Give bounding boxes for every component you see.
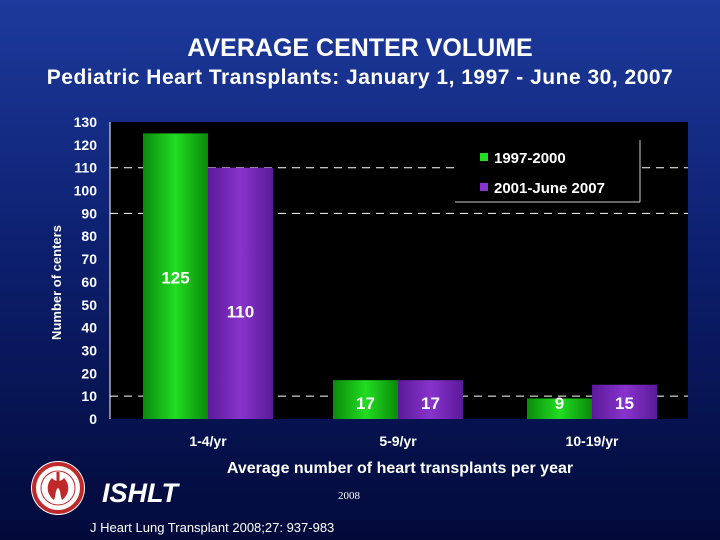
x-tick-label: 10-19/yr (566, 433, 619, 449)
bar (143, 133, 208, 419)
y-tick-label: 30 (81, 342, 97, 358)
y-tick-label: 130 (74, 114, 98, 130)
data-label: 17 (356, 394, 375, 413)
data-label: 9 (555, 394, 564, 413)
data-label: 110 (227, 303, 254, 322)
ishlt-label: ISHLT (102, 478, 178, 508)
y-tick-label: 50 (81, 297, 97, 313)
data-label: 15 (615, 394, 634, 413)
data-label: 17 (421, 394, 440, 413)
legend-swatch (480, 183, 488, 191)
x-tick-label: 1-4/yr (189, 433, 227, 449)
y-tick-label: 10 (81, 388, 97, 404)
y-axis-title: Number of centers (49, 225, 64, 340)
y-tick-label: 120 (74, 137, 98, 153)
y-tick-label: 100 (74, 183, 98, 199)
y-tick-label: 80 (81, 228, 97, 244)
y-tick-label: 110 (74, 160, 97, 176)
x-tick-label: 5-9/yr (379, 433, 417, 449)
y-tick-label: 60 (81, 274, 97, 290)
year-label: 2008 (338, 490, 360, 502)
citation: J Heart Lung Transplant 2008;27: 937-983 (90, 520, 335, 535)
ishlt-seal-logo (31, 461, 85, 515)
chart-subtitle: Pediatric Heart Transplants: January 1, … (46, 66, 674, 89)
y-tick-label: 0 (89, 411, 97, 427)
bar (398, 380, 463, 419)
legend-label: 2001-June 2007 (494, 180, 605, 197)
data-label: 125 (161, 268, 189, 287)
y-tick-label: 70 (81, 251, 97, 267)
chart-title: AVERAGE CENTER VOLUME (187, 34, 533, 62)
y-tick-label: 40 (81, 320, 97, 336)
y-tick-label: 20 (81, 365, 97, 381)
legend-label: 1997-2000 (494, 150, 566, 167)
y-tick-label: 90 (81, 205, 97, 221)
legend-swatch (480, 153, 488, 161)
bar (208, 167, 273, 419)
bar (527, 398, 592, 419)
bar (592, 384, 657, 419)
x-axis-title: Average number of heart transplants per … (227, 460, 573, 477)
bar (333, 380, 398, 419)
legend-box (455, 140, 640, 202)
